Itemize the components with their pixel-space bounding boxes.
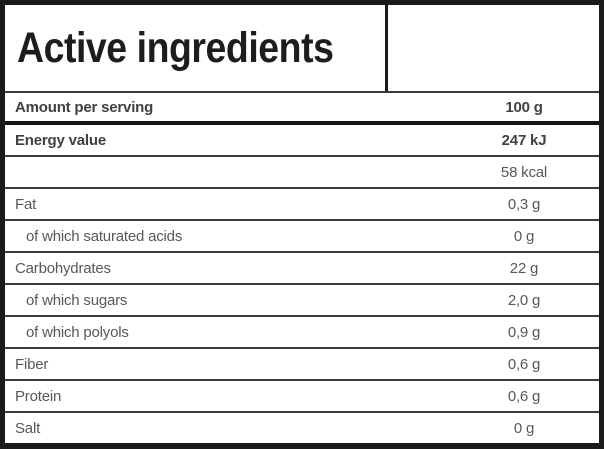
- table-row: Salt 0 g: [5, 413, 599, 443]
- row-value: 0,3 g: [507, 195, 541, 213]
- row-value: 0,6 g: [507, 355, 541, 373]
- row-value: 58 kcal: [500, 163, 548, 181]
- table-title: Active ingredients: [17, 23, 334, 72]
- table-row: Protein 0,6 g: [5, 381, 599, 413]
- table-row: Fiber 0,6 g: [5, 349, 599, 381]
- row-label: Carbohydrates: [15, 259, 111, 277]
- row-value: 0 g: [513, 419, 535, 437]
- row-value: 0,6 g: [507, 387, 541, 405]
- row-value: 0 g: [513, 227, 535, 245]
- header-label: Amount per serving: [15, 98, 154, 116]
- row-value: 2,0 g: [507, 291, 541, 309]
- table-row: 58 kcal: [5, 157, 599, 189]
- row-label: of which sugars: [26, 291, 128, 309]
- table-row: of which sugars 2,0 g: [5, 285, 599, 317]
- table-row: of which saturated acids 0 g: [5, 221, 599, 253]
- row-label: Energy value: [15, 131, 106, 149]
- row-label: Fat: [15, 195, 37, 213]
- title-spacer-cell: [388, 5, 599, 91]
- row-value: 247 kJ: [501, 131, 547, 149]
- row-value: 0,9 g: [507, 323, 541, 341]
- table-row: Energy value 247 kJ: [5, 125, 599, 157]
- row-label: of which saturated acids: [26, 227, 183, 245]
- row-label: of which polyols: [26, 323, 129, 341]
- row-label: Protein: [15, 387, 62, 405]
- table-row: Carbohydrates 22 g: [5, 253, 599, 285]
- header-value: 100 g: [505, 98, 543, 116]
- title-row: Active ingredients: [5, 5, 599, 93]
- title-cell: Active ingredients: [5, 5, 388, 91]
- table-row: of which polyols 0,9 g: [5, 317, 599, 349]
- row-value: 22 g: [509, 259, 539, 277]
- table-row: Fat 0,3 g: [5, 189, 599, 221]
- row-label: Salt: [15, 419, 41, 437]
- row-label: Fiber: [15, 355, 49, 373]
- header-row: Amount per serving 100 g: [5, 93, 599, 125]
